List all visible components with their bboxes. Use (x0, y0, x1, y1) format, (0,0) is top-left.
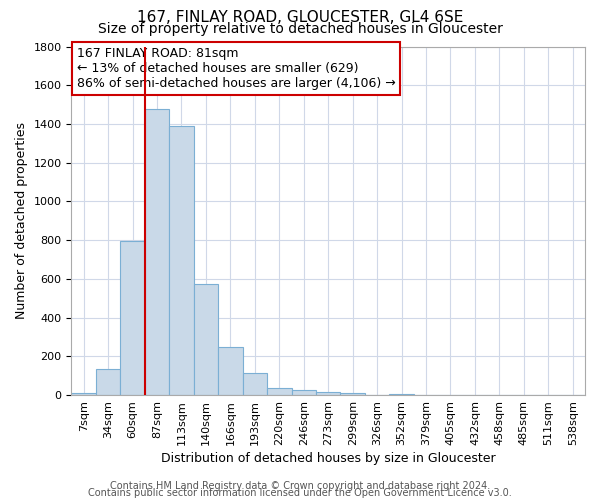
Text: 167, FINLAY ROAD, GLOUCESTER, GL4 6SE: 167, FINLAY ROAD, GLOUCESTER, GL4 6SE (137, 10, 463, 25)
Text: Contains HM Land Registry data © Crown copyright and database right 2024.: Contains HM Land Registry data © Crown c… (110, 481, 490, 491)
Bar (96, 369, 121, 395)
Bar (242, 373, 267, 395)
Text: Contains public sector information licensed under the Open Government Licence v3: Contains public sector information licen… (88, 488, 512, 498)
Y-axis label: Number of detached properties: Number of detached properties (15, 122, 28, 320)
Text: Size of property relative to detached houses in Gloucester: Size of property relative to detached ho… (98, 22, 502, 36)
Bar (292, 390, 316, 395)
Bar (71, 393, 96, 395)
Bar (145, 110, 169, 395)
Bar (316, 392, 340, 395)
X-axis label: Distribution of detached houses by size in Gloucester: Distribution of detached houses by size … (161, 452, 496, 465)
Bar (194, 284, 218, 395)
Bar (169, 126, 194, 395)
Bar (389, 394, 414, 395)
Bar (218, 346, 242, 395)
Bar (340, 393, 365, 395)
Bar (267, 388, 292, 395)
Text: 167 FINLAY ROAD: 81sqm
← 13% of detached houses are smaller (629)
86% of semi-de: 167 FINLAY ROAD: 81sqm ← 13% of detached… (77, 46, 395, 90)
Bar (121, 241, 145, 395)
